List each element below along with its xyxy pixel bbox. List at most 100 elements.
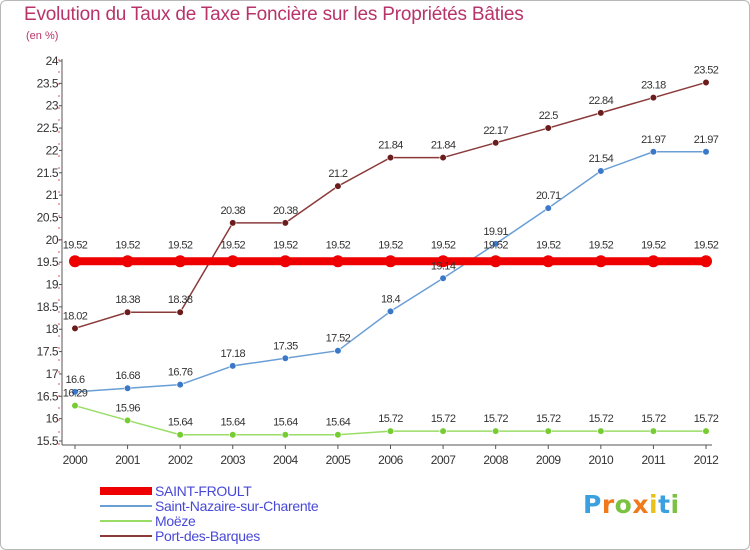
legend-label: SAINT-FROULT bbox=[155, 483, 252, 499]
data-label: 17.18 bbox=[220, 348, 245, 360]
logo-letter: P bbox=[583, 490, 602, 519]
legend-label: Port-des-Barques bbox=[155, 528, 260, 544]
legend-label: Moëze bbox=[155, 513, 196, 529]
proxiti-logo: Proxiti bbox=[583, 490, 680, 519]
data-label: 17.35 bbox=[273, 340, 298, 352]
x-tick-label: 2004 bbox=[273, 453, 299, 467]
legend-swatch-saint-froult bbox=[100, 487, 152, 495]
data-point bbox=[597, 427, 605, 435]
data-point bbox=[702, 427, 710, 435]
data-point bbox=[71, 402, 79, 410]
data-point bbox=[439, 153, 447, 162]
y-tick-label: 20 bbox=[46, 233, 59, 247]
series-line bbox=[74, 151, 706, 393]
y-tick-label: 16.5 bbox=[37, 389, 59, 403]
data-label: 15.64 bbox=[273, 417, 298, 429]
logo-letter: t bbox=[658, 490, 671, 519]
data-label: 15.72 bbox=[694, 413, 719, 425]
x-tick-label: 2005 bbox=[326, 453, 352, 467]
data-label: 18.4 bbox=[381, 293, 400, 305]
data-label: 19.52 bbox=[168, 239, 193, 251]
legend-swatch-moeze bbox=[100, 520, 152, 522]
legend-swatch-saint-nazaire bbox=[100, 505, 152, 507]
x-tick-label: 2008 bbox=[483, 453, 509, 467]
data-label: 23.52 bbox=[694, 64, 719, 76]
data-label: 21.97 bbox=[694, 134, 719, 146]
legend-item-moeze: Moëze bbox=[100, 513, 420, 529]
data-point bbox=[176, 381, 184, 389]
series-layer bbox=[69, 78, 712, 439]
data-label: 22.5 bbox=[539, 110, 558, 122]
logo-letter: i bbox=[649, 490, 659, 519]
data-point bbox=[649, 148, 658, 156]
y-tick-label: 24 bbox=[46, 54, 59, 68]
series-saint-nazaire-sur-charente bbox=[71, 148, 710, 396]
x-tick-label: 2012 bbox=[694, 453, 720, 467]
data-point bbox=[229, 362, 237, 370]
data-label: 19.91 bbox=[483, 226, 508, 238]
data-point bbox=[439, 427, 447, 435]
legend-swatch-port-des-barques bbox=[100, 535, 152, 537]
data-label: 19.52 bbox=[378, 239, 403, 251]
x-tick-label: 2007 bbox=[431, 453, 457, 467]
y-tick-label: 21 bbox=[46, 188, 59, 202]
data-point bbox=[492, 427, 500, 435]
data-point bbox=[334, 431, 342, 439]
data-label: 19.52 bbox=[220, 239, 245, 251]
data-label: 15.64 bbox=[326, 417, 351, 429]
y-tick-label: 16 bbox=[46, 412, 59, 426]
data-point bbox=[229, 431, 237, 439]
y-tick-label: 18 bbox=[46, 322, 59, 336]
data-label: 16.68 bbox=[115, 370, 140, 382]
data-point bbox=[702, 78, 710, 87]
data-point bbox=[597, 167, 605, 175]
y-tick-label: 19.5 bbox=[37, 255, 59, 269]
data-label: 15.72 bbox=[431, 413, 456, 425]
data-point bbox=[439, 274, 447, 282]
data-label: 22.17 bbox=[483, 125, 508, 137]
x-tick-label: 2011 bbox=[642, 453, 667, 467]
data-label: 15.64 bbox=[168, 417, 193, 429]
data-point bbox=[544, 124, 552, 132]
axes: 15.5 16 16.5 17 17.5 18 18.5 19 19.5 20 20.5 21 21.5… bbox=[37, 54, 720, 467]
data-label: 19.52 bbox=[483, 239, 508, 251]
data-labels: 16.6 16.68 16.76 17.18 17.35 17.52 18.4 19.14 19… bbox=[63, 64, 720, 429]
series-port-des-barques bbox=[71, 78, 710, 332]
data-point bbox=[123, 308, 132, 316]
data-point bbox=[226, 255, 239, 268]
legend-item-port-des-barques: Port-des-Barques bbox=[100, 528, 420, 544]
data-label: 16.29 bbox=[63, 388, 88, 400]
data-point bbox=[489, 255, 502, 268]
y-tick-label: 18.5 bbox=[37, 300, 59, 314]
data-label: 16.6 bbox=[65, 374, 84, 386]
data-point bbox=[594, 255, 607, 268]
data-label: 20.38 bbox=[273, 205, 298, 217]
legend-item-saint-froult: SAINT-FROULT bbox=[100, 483, 420, 499]
data-point bbox=[384, 255, 397, 268]
data-label: 19.52 bbox=[536, 239, 561, 251]
x-tick-label: 2009 bbox=[536, 453, 562, 467]
data-label: 21.2 bbox=[328, 168, 347, 180]
data-point bbox=[229, 219, 237, 227]
data-point bbox=[700, 255, 712, 268]
data-point bbox=[121, 255, 134, 268]
x-tick-label: 2000 bbox=[63, 453, 89, 467]
y-tick-label: 20.5 bbox=[37, 210, 59, 224]
data-point bbox=[176, 431, 184, 439]
data-point bbox=[386, 427, 395, 435]
data-point bbox=[123, 384, 132, 392]
logo-letter: x bbox=[632, 490, 649, 519]
data-label: 21.84 bbox=[378, 140, 403, 152]
logo-letter: o bbox=[614, 490, 633, 519]
data-point bbox=[281, 431, 289, 439]
data-point bbox=[69, 255, 81, 268]
data-point bbox=[542, 255, 555, 268]
series-line bbox=[74, 81, 707, 330]
data-point bbox=[649, 427, 658, 435]
data-label: 18.02 bbox=[63, 310, 88, 322]
y-tick-label: 17 bbox=[46, 367, 59, 381]
data-label: 15.72 bbox=[483, 413, 508, 425]
x-tick-label: 2006 bbox=[378, 453, 404, 467]
